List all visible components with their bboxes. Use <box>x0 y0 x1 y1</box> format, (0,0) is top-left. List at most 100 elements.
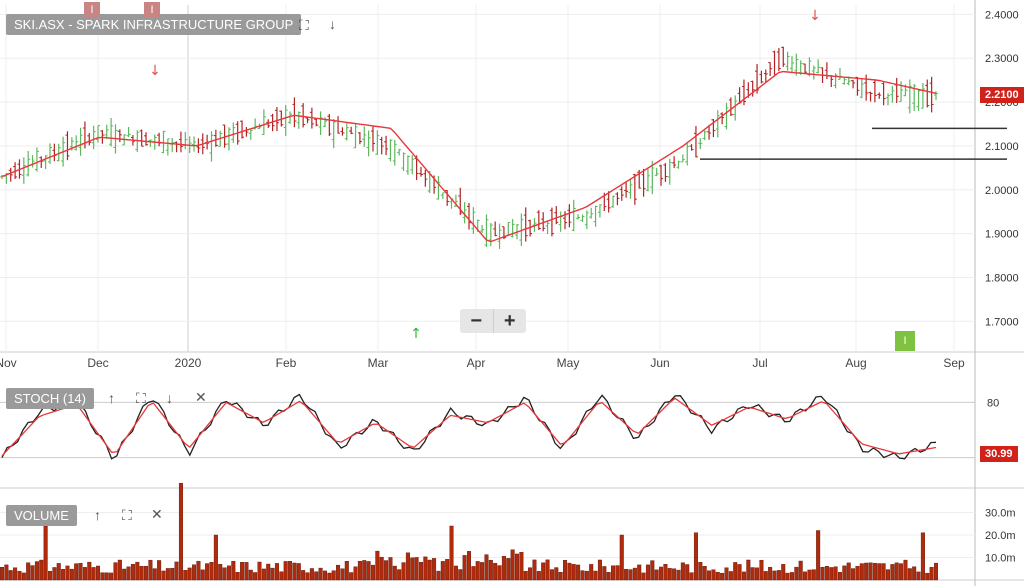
volume-bar <box>148 559 153 581</box>
expand-icon[interactable]: ⛶ <box>122 507 132 523</box>
expand-icon[interactable]: ⛶ <box>136 390 146 406</box>
volume-bar <box>781 564 786 581</box>
volume-bar <box>628 569 633 581</box>
volume-bar <box>837 572 842 581</box>
arrow-down-icon[interactable]: ↓ <box>329 16 336 32</box>
price-bar <box>126 127 131 138</box>
price-bar <box>497 223 502 249</box>
expand-icon[interactable]: ⛶ <box>299 17 309 33</box>
price-bar <box>920 82 925 109</box>
dividend-flag[interactable]: I <box>144 2 160 18</box>
price-panel-title: SKI.ASX - SPARK INFRASTRUCTURE GROUP <box>6 14 302 35</box>
volume-bar <box>296 563 301 581</box>
arrow-up-icon[interactable]: ↑ <box>94 507 101 523</box>
minus-icon[interactable]: − <box>460 309 494 333</box>
volume-bar <box>183 570 188 581</box>
volume-bar <box>789 572 794 581</box>
price-bar <box>192 136 197 152</box>
volume-bar <box>624 569 629 581</box>
volume-bar <box>427 559 432 581</box>
x-tick-label: May <box>557 356 580 370</box>
price-bar <box>781 46 786 67</box>
buy-signal-icon: ↑ <box>410 326 422 342</box>
price-bar <box>794 53 799 76</box>
volume-bar <box>344 561 349 581</box>
price-bar <box>174 141 179 153</box>
price-bar <box>362 126 367 147</box>
volume-bar <box>200 569 205 581</box>
volume-bar <box>357 561 362 581</box>
volume-bar <box>235 572 240 581</box>
volume-bar <box>187 567 192 581</box>
info-badge[interactable]: I <box>895 331 915 351</box>
price-bar <box>811 65 816 80</box>
price-bar <box>741 79 746 106</box>
volume-bar <box>842 565 847 581</box>
price-bar <box>611 195 616 208</box>
price-bar <box>467 203 471 230</box>
volume-bar <box>929 567 934 581</box>
volume-bar <box>392 565 397 581</box>
price-bar <box>117 129 122 143</box>
volume-bar <box>501 555 506 581</box>
volume-bar <box>615 565 620 581</box>
y-tick-label: 2.4000 <box>985 9 1019 21</box>
volume-bar <box>52 567 57 581</box>
volume-bar <box>144 566 149 581</box>
price-bar <box>144 132 149 146</box>
x-tick-label: Dec <box>87 356 108 370</box>
volume-bar <box>440 561 445 581</box>
plus-icon[interactable]: + <box>503 310 516 332</box>
volume-bar <box>117 559 122 581</box>
volume-bar <box>907 568 912 581</box>
volume-bar <box>619 534 624 581</box>
price-bar <box>209 131 214 162</box>
volume-bar <box>597 559 602 581</box>
price-bar <box>161 130 166 154</box>
volume-bar <box>851 568 856 581</box>
volume-bar <box>274 563 279 581</box>
close-icon[interactable]: ✕ <box>151 506 163 522</box>
volume-bar <box>689 572 694 581</box>
volume-bar <box>763 571 768 581</box>
volume-bar <box>109 572 114 581</box>
volume-bar <box>192 564 197 581</box>
price-bar <box>541 212 546 232</box>
price-bar <box>672 156 677 169</box>
volume-bar <box>855 565 860 581</box>
volume-bar <box>353 566 358 581</box>
volume-bar <box>126 566 131 581</box>
stoch-tick-label: 80 <box>987 397 999 409</box>
volume-bar <box>379 556 384 581</box>
y-tick-label: 1.9000 <box>985 229 1019 241</box>
volume-bar <box>170 567 175 581</box>
price-bar <box>763 69 768 83</box>
volume-bar <box>309 568 314 581</box>
y-tick-label: 1.8000 <box>985 272 1019 284</box>
arrow-up-icon[interactable]: ↑ <box>108 390 115 406</box>
price-bar <box>283 104 288 136</box>
volume-bar <box>720 572 725 581</box>
price-bar <box>733 95 738 121</box>
volume-bar <box>741 571 746 581</box>
price-bar <box>576 214 581 220</box>
price-bar <box>418 166 423 177</box>
volume-bar <box>536 571 541 581</box>
arrow-down-icon[interactable]: ↓ <box>166 390 173 406</box>
volume-bar <box>645 564 650 581</box>
volume-bar <box>659 566 664 581</box>
zoom-control: − + <box>460 309 526 333</box>
volume-bar <box>471 566 476 581</box>
price-bar <box>484 214 489 248</box>
close-icon[interactable]: ✕ <box>195 389 207 405</box>
price-bar <box>357 132 362 145</box>
volume-bar <box>401 562 406 581</box>
price-bar <box>728 97 733 116</box>
price-bar <box>292 97 297 128</box>
price-bar <box>606 191 611 213</box>
dividend-flag[interactable]: I <box>84 2 100 18</box>
volume-bar <box>899 563 904 581</box>
volume-bar <box>261 568 266 581</box>
price-bar <box>392 139 397 166</box>
price-bar <box>288 111 293 124</box>
